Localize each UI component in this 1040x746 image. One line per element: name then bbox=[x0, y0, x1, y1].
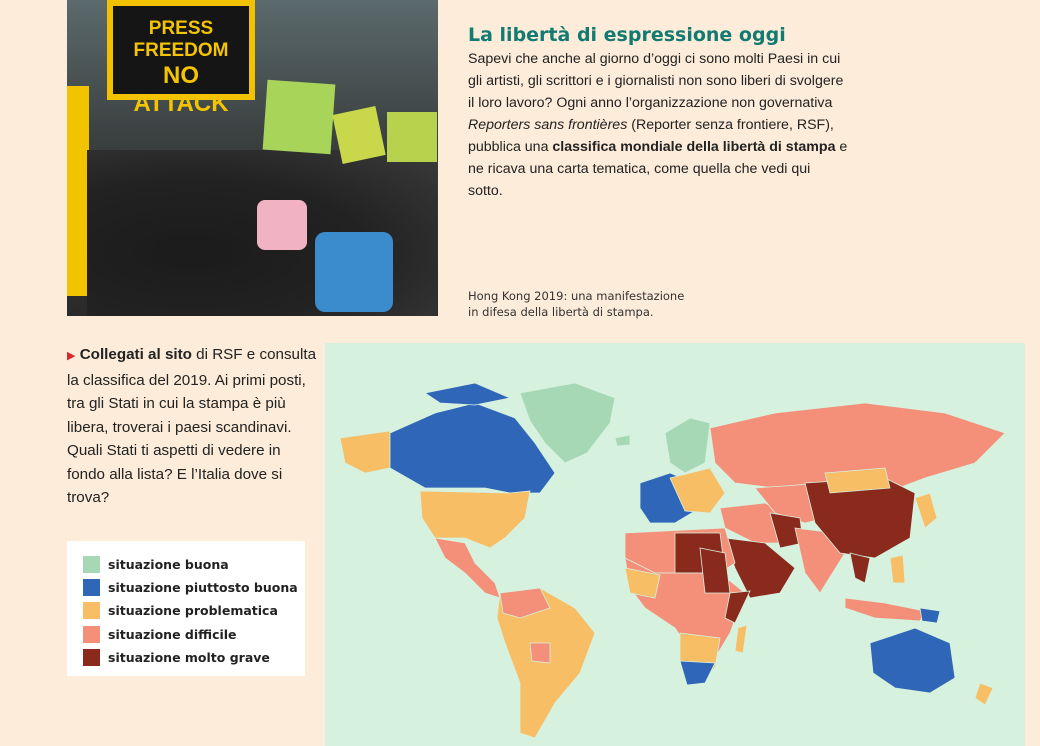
caption-line: in difesa della libertà di stampa. bbox=[468, 305, 654, 319]
activity-bold: Collegati al sito bbox=[79, 346, 192, 363]
intro-text: Sapevi che anche al giorno d’oggi ci son… bbox=[468, 51, 844, 111]
world-map-svg bbox=[339, 382, 1006, 739]
usa bbox=[419, 490, 531, 549]
legend-swatch bbox=[83, 579, 100, 597]
intro-bold: classifica mondiale della libertà di sta… bbox=[552, 139, 836, 155]
west-africa bbox=[624, 567, 661, 599]
article-intro: Sapevi che anche al giorno d’oggi ci son… bbox=[468, 48, 848, 202]
sudan bbox=[699, 547, 731, 594]
legend-label: situazione difficile bbox=[108, 626, 237, 642]
venezuela-colombia bbox=[499, 587, 551, 619]
legend-item: situazione problematica bbox=[83, 599, 305, 622]
green-sign bbox=[262, 79, 336, 155]
vietnam bbox=[849, 552, 871, 584]
new-zealand bbox=[974, 682, 994, 706]
activity-body: di RSF e consulta la classifica del 2019… bbox=[67, 346, 317, 506]
sign-text: NO ATTACK bbox=[133, 62, 229, 117]
mongolia bbox=[824, 467, 891, 494]
press-freedom-sign: PRESS FREEDOM NO ATTACK bbox=[107, 0, 255, 117]
sign-text: PRESS FREEDOM bbox=[133, 18, 229, 61]
legend-label: situazione buona bbox=[108, 557, 229, 573]
south-africa bbox=[679, 660, 716, 686]
madagascar bbox=[734, 624, 748, 654]
article-title: La libertà di espressione oggi bbox=[468, 24, 786, 46]
png bbox=[919, 607, 941, 624]
legend-swatch bbox=[83, 648, 100, 666]
legend-label: situazione piuttosto buona bbox=[108, 580, 298, 596]
caption-line: Hong Kong 2019: una manifestazione bbox=[468, 289, 685, 303]
activity-text: ▶ Collegati al sito di RSF e consulta la… bbox=[67, 343, 317, 510]
somalia bbox=[724, 590, 751, 624]
yellow-sign bbox=[67, 86, 89, 296]
greenland bbox=[519, 382, 616, 464]
legend-item: situazione difficile bbox=[83, 623, 305, 646]
blue-bag bbox=[315, 232, 393, 312]
korea-japan bbox=[914, 492, 938, 529]
green-sign bbox=[332, 105, 386, 165]
map-legend: situazione buona situazione piuttosto bu… bbox=[67, 541, 305, 676]
canada-islands bbox=[423, 382, 512, 406]
intro-italic: Reporters sans frontières bbox=[468, 117, 628, 133]
scandinavia bbox=[664, 417, 711, 474]
legend-swatch bbox=[83, 556, 100, 574]
philippines bbox=[889, 554, 906, 584]
legend-item: situazione piuttosto buona bbox=[83, 576, 305, 599]
central-europe bbox=[669, 467, 726, 514]
south-america bbox=[496, 587, 596, 739]
triangle-right-icon: ▶ bbox=[67, 350, 76, 362]
legend-item: situazione buona bbox=[83, 553, 305, 576]
green-sign bbox=[387, 112, 437, 162]
china bbox=[804, 477, 916, 559]
alaska bbox=[339, 430, 391, 474]
legend-label: situazione molto grave bbox=[108, 649, 270, 665]
arabia bbox=[724, 537, 796, 599]
towel bbox=[257, 200, 307, 250]
legend-swatch bbox=[83, 625, 100, 643]
iceland bbox=[614, 434, 631, 447]
russia bbox=[709, 402, 1006, 494]
legend-label: situazione problematica bbox=[108, 603, 278, 619]
legend-swatch bbox=[83, 602, 100, 620]
intro-text: e ne ricava una carta tematica, come que… bbox=[468, 139, 848, 199]
legend-item: situazione molto grave bbox=[83, 646, 305, 669]
protest-photo: PRESS FREEDOM NO ATTACK bbox=[67, 0, 438, 316]
indonesia bbox=[844, 597, 926, 622]
world-press-freedom-map bbox=[325, 343, 1025, 746]
photo-caption: Hong Kong 2019: una manifestazione in di… bbox=[468, 288, 684, 320]
bolivia bbox=[529, 642, 551, 664]
intro-text: (Reporter senza frontiere, RSF), pubblic… bbox=[468, 117, 834, 155]
australia bbox=[869, 627, 956, 694]
